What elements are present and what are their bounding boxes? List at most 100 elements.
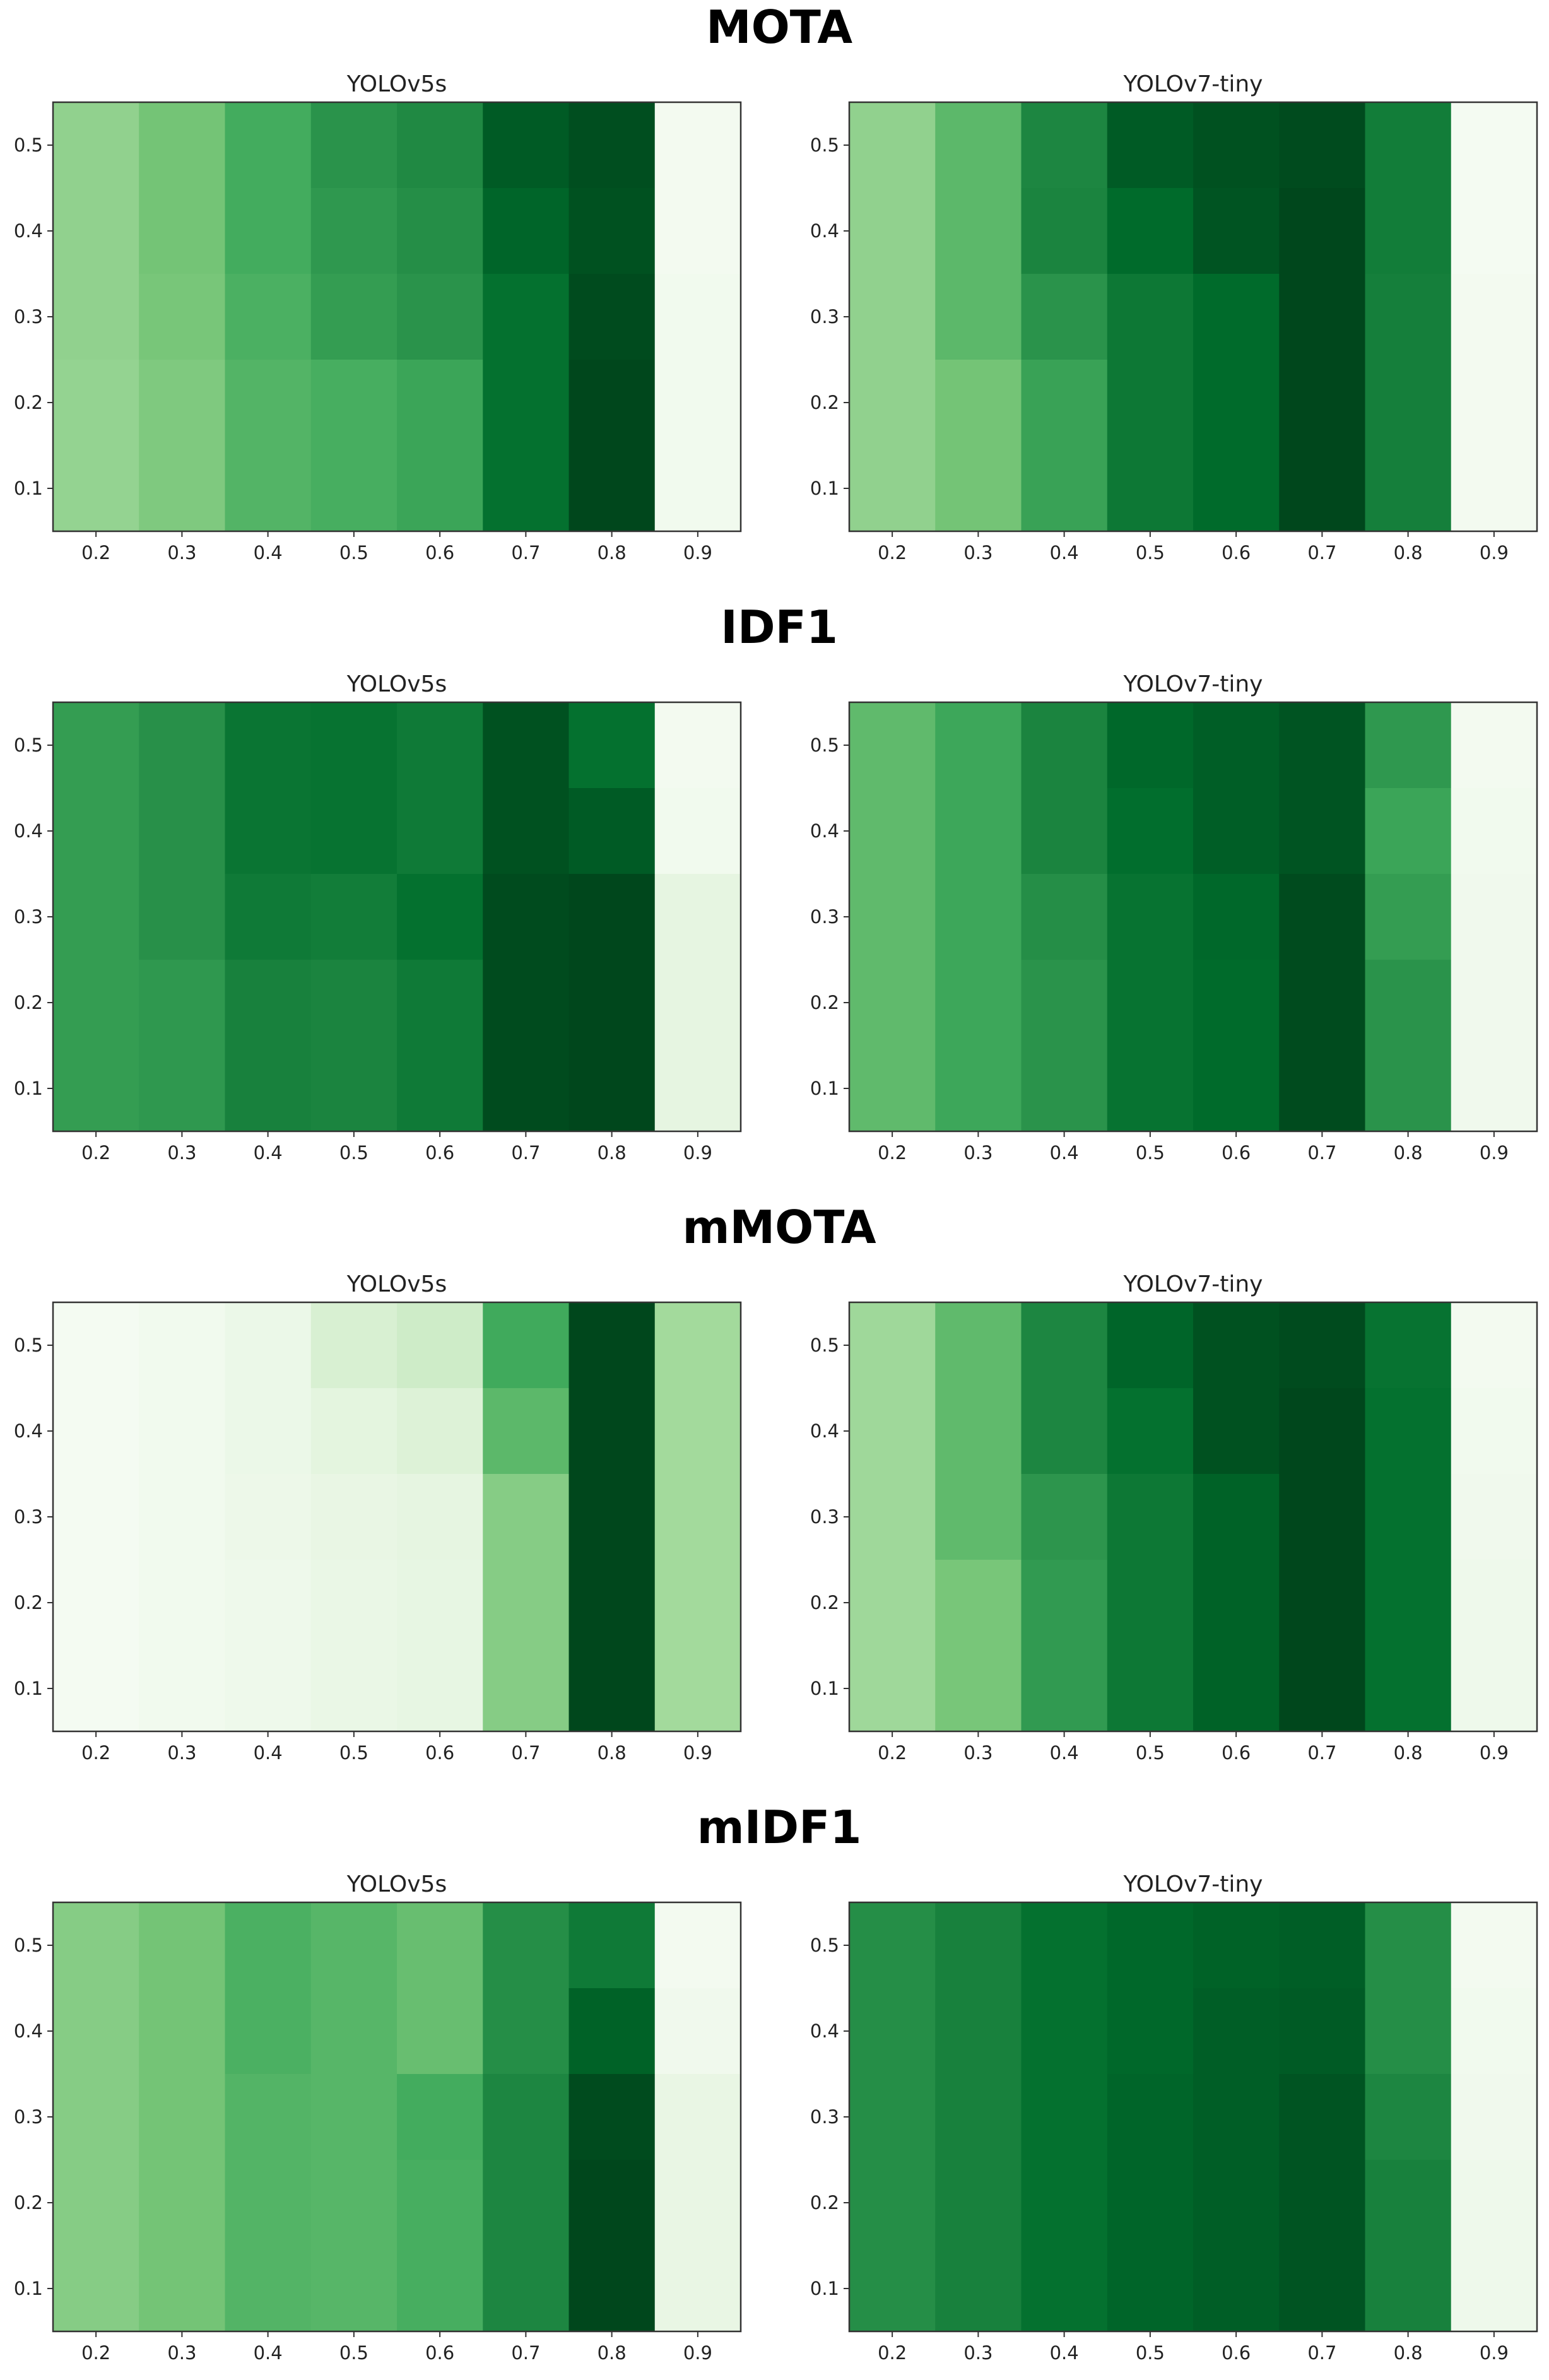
heatmap-cell xyxy=(225,1474,312,1560)
heatmap-cell xyxy=(310,1560,398,1646)
heatmap-cell xyxy=(1021,788,1108,875)
heatmap-cell xyxy=(568,788,656,875)
heatmap-cell xyxy=(849,102,936,189)
heatmap-cell xyxy=(1107,274,1194,360)
heatmap-cell xyxy=(139,874,226,960)
heatmap-cell xyxy=(1021,960,1108,1046)
heatmap-cell xyxy=(1107,1046,1194,1132)
heatmap-cell xyxy=(935,102,1022,189)
heatmap-cell xyxy=(1365,1474,1452,1560)
heatmap-cell xyxy=(849,188,936,274)
heatmap-cell xyxy=(483,960,570,1046)
heatmap-cell xyxy=(1021,2246,1108,2332)
heatmap-cell xyxy=(568,1988,656,2075)
heatmap-cell xyxy=(935,1474,1022,1560)
y-tick-label: 0.4 xyxy=(14,2020,43,2042)
y-tick-label: 0.1 xyxy=(14,1678,43,1699)
heatmap-cell xyxy=(483,445,570,532)
y-tick-label: 0.2 xyxy=(14,1592,43,1613)
y-tick-label: 0.1 xyxy=(14,478,43,499)
heatmap-cell xyxy=(1193,1646,1280,1732)
heatmap-cell xyxy=(225,1646,312,1732)
heatmap-cell xyxy=(568,960,656,1046)
heatmap-cell xyxy=(139,1988,226,2075)
heatmap-cell xyxy=(483,1302,570,1389)
y-tick-label: 0.1 xyxy=(14,1078,43,1099)
heatmap-cell xyxy=(483,1902,570,1989)
section-title: IDF1 xyxy=(721,601,838,654)
heatmap-cell xyxy=(397,1046,483,1132)
y-tick-label: 0.3 xyxy=(14,906,43,928)
heatmap-cell xyxy=(654,1474,741,1560)
panel-title: YOLOv5s xyxy=(346,671,447,697)
heatmap-cell xyxy=(225,874,312,960)
heatmap-cell xyxy=(53,702,139,789)
heatmap-cell xyxy=(1279,1474,1366,1560)
heatmap-cell xyxy=(654,1302,741,1389)
y-tick-label: 0.3 xyxy=(810,1506,839,1528)
x-tick-label: 0.7 xyxy=(511,542,540,563)
heatmap-cell xyxy=(935,2074,1022,2160)
heatmap-cell xyxy=(483,2246,570,2332)
heatmap-cell xyxy=(568,874,656,960)
heatmap-cell xyxy=(1021,1560,1108,1646)
heatmap-cell xyxy=(1365,960,1452,1046)
heatmap-cell xyxy=(935,702,1022,789)
panel-title: YOLOv7-tiny xyxy=(1123,1871,1263,1897)
heatmap-cell xyxy=(397,1474,483,1560)
y-tick-label: 0.5 xyxy=(14,1935,43,1956)
heatmap-cell xyxy=(397,274,483,360)
x-tick-label: 0.2 xyxy=(81,1142,110,1163)
heatmap-cell xyxy=(483,702,570,789)
heatmap-cell xyxy=(139,2246,226,2332)
heatmap-cell xyxy=(1193,274,1280,360)
heatmap-cell xyxy=(310,1902,398,1989)
heatmap-cell xyxy=(1021,874,1108,960)
x-tick-label: 0.7 xyxy=(1307,2342,1336,2364)
heatmap-cell xyxy=(935,1560,1022,1646)
heatmap-cell xyxy=(654,2074,741,2160)
heatmap-cell xyxy=(397,1646,483,1732)
heatmap-cell xyxy=(1451,1302,1538,1389)
heatmap-cell xyxy=(568,360,656,446)
heatmap-cell xyxy=(1279,445,1366,532)
heatmap-cell xyxy=(397,788,483,875)
heatmap-cell xyxy=(849,874,936,960)
heatmap-cell xyxy=(654,960,741,1046)
x-tick-label: 0.2 xyxy=(878,2342,907,2364)
heatmap-cell xyxy=(1365,1988,1452,2075)
y-tick-label: 0.1 xyxy=(810,478,839,499)
x-tick-label: 0.5 xyxy=(339,2342,368,2364)
x-tick-label: 0.3 xyxy=(963,542,992,563)
x-tick-label: 0.4 xyxy=(1050,2342,1079,2364)
heatmap-cell xyxy=(1365,1646,1452,1732)
x-tick-label: 0.6 xyxy=(425,542,454,563)
heatmap-cell xyxy=(53,1560,139,1646)
heatmap-cell xyxy=(139,788,226,875)
heatmap-cell xyxy=(1279,360,1366,446)
heatmap-cell xyxy=(53,2246,139,2332)
x-tick-label: 0.5 xyxy=(1136,1742,1165,1764)
heatmap-cell xyxy=(935,274,1022,360)
x-tick-label: 0.7 xyxy=(511,1742,540,1764)
heatmap-cell xyxy=(483,874,570,960)
heatmap-cell xyxy=(483,1560,570,1646)
panel-title: YOLOv7-tiny xyxy=(1123,71,1263,97)
heatmap-cell xyxy=(849,1388,936,1475)
section-idf1: IDF1 YOLOv5s 0.2 0.3 0.4 0.5 0.6 0.7 0.8 0.9 0.5 0.… xyxy=(14,601,1538,1163)
heatmap-cell xyxy=(310,1474,398,1560)
heatmap-cell xyxy=(310,702,398,789)
heatmap-cell xyxy=(397,1302,483,1389)
heatmap-cell xyxy=(935,2160,1022,2246)
heatmap-cell xyxy=(1193,1046,1280,1132)
heatmap-cell xyxy=(849,2074,936,2160)
heatmap-cell xyxy=(1365,874,1452,960)
panel-title: YOLOv5s xyxy=(346,71,447,97)
heatmap-cell xyxy=(483,1388,570,1475)
x-tick-label: 0.6 xyxy=(1222,2342,1251,2364)
heatmap-cell xyxy=(225,102,312,189)
heatmap-cell xyxy=(1193,2074,1280,2160)
heatmap-cell xyxy=(1107,1388,1194,1475)
heatmap-cell xyxy=(1021,2074,1108,2160)
heatmap-cell xyxy=(935,1388,1022,1475)
